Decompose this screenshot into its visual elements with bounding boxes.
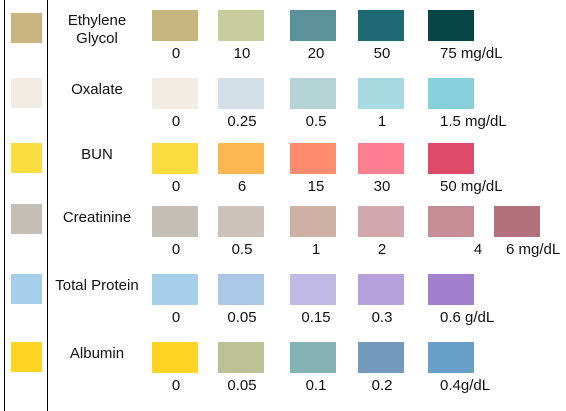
color-swatch bbox=[358, 274, 404, 305]
concentration-value: 6 mg/dL bbox=[506, 241, 561, 258]
concentration-value: 0.1 bbox=[305, 377, 327, 394]
concentration-value: 0.25 bbox=[227, 113, 257, 130]
concentration-value: 0.3 bbox=[371, 309, 393, 326]
color-swatch bbox=[152, 10, 198, 41]
concentration-value: 0.5 bbox=[305, 113, 327, 130]
color-swatch bbox=[428, 342, 474, 373]
concentration-value: 0 bbox=[171, 45, 181, 62]
analyte-label: BUN bbox=[81, 146, 113, 163]
color-swatch bbox=[428, 274, 474, 305]
row-total-protein: Total Protein 0 0.05 0.15 0.3 0.6 g/dL bbox=[0, 264, 566, 334]
color-swatch bbox=[358, 143, 404, 174]
color-swatch bbox=[290, 206, 336, 237]
concentration-value: 6 bbox=[237, 178, 247, 195]
concentration-value: 1 bbox=[311, 241, 321, 258]
color-swatch bbox=[218, 274, 264, 305]
concentration-value: 0.4g/dL bbox=[440, 377, 491, 394]
row-ethylene-glycol: Ethylene Glycol 0 10 20 50 75 mg/dL bbox=[0, 0, 566, 70]
color-swatch bbox=[358, 78, 404, 109]
color-swatch bbox=[290, 10, 336, 41]
color-swatch bbox=[218, 342, 264, 373]
concentration-value: 0.6 g/dL bbox=[440, 309, 495, 326]
color-swatch bbox=[290, 274, 336, 305]
concentration-value: 30 bbox=[373, 178, 391, 195]
color-swatch bbox=[358, 206, 404, 237]
color-swatch bbox=[358, 10, 404, 41]
color-swatch bbox=[290, 143, 336, 174]
analyte-label: Albumin bbox=[69, 345, 125, 362]
concentration-value: 0 bbox=[171, 377, 181, 394]
concentration-value: 0 bbox=[171, 309, 181, 326]
concentration-value: 0.05 bbox=[227, 309, 257, 326]
concentration-value: 1 bbox=[377, 113, 387, 130]
analyte-label: Oxalate bbox=[71, 81, 123, 98]
color-swatch bbox=[290, 342, 336, 373]
concentration-value: 75 mg/dL bbox=[440, 45, 503, 62]
concentration-value: 20 bbox=[307, 45, 325, 62]
strip-pad-albumin bbox=[11, 342, 42, 372]
concentration-value: 2 bbox=[377, 241, 387, 258]
concentration-value: 0 bbox=[171, 178, 181, 195]
color-swatch bbox=[218, 143, 264, 174]
row-bun: BUN 0 6 15 30 50 mg/dL bbox=[0, 133, 566, 203]
concentration-value: 0.5 bbox=[231, 241, 253, 258]
concentration-value: 0.2 bbox=[371, 377, 393, 394]
color-swatch bbox=[152, 342, 198, 373]
color-swatch bbox=[152, 206, 198, 237]
row-creatinine: Creatinine 0 0.5 1 2 4 6 mg/dL bbox=[0, 196, 566, 266]
strip-pad-bun bbox=[11, 143, 42, 173]
color-swatch bbox=[218, 10, 264, 41]
color-swatch bbox=[152, 78, 198, 109]
test-strip bbox=[4, 0, 48, 411]
color-swatch bbox=[428, 10, 474, 41]
strip-pad-ethylene-glycol bbox=[11, 13, 42, 43]
color-swatch bbox=[290, 78, 336, 109]
concentration-value: 4 bbox=[473, 241, 483, 258]
concentration-value: 0 bbox=[171, 241, 181, 258]
strip-pad-creatinine bbox=[11, 204, 42, 234]
color-swatch bbox=[358, 342, 404, 373]
color-swatch bbox=[428, 143, 474, 174]
color-swatch bbox=[152, 143, 198, 174]
color-swatch bbox=[152, 274, 198, 305]
row-albumin: Albumin 0 0.05 0.1 0.2 0.4g/dL bbox=[0, 332, 566, 402]
color-swatch bbox=[428, 78, 474, 109]
color-swatch bbox=[428, 206, 474, 237]
concentration-value: 0.05 bbox=[227, 377, 257, 394]
row-oxalate: Oxalate 0 0.25 0.5 1 1.5 mg/dL bbox=[0, 68, 566, 138]
color-swatch bbox=[218, 206, 264, 237]
analyte-label: Creatinine bbox=[62, 209, 132, 226]
concentration-value: 50 bbox=[373, 45, 391, 62]
color-swatch bbox=[494, 206, 540, 237]
strip-pad-total-protein bbox=[11, 274, 42, 304]
concentration-value: 50 mg/dL bbox=[440, 178, 503, 195]
analyte-label: Ethylene Glycol bbox=[67, 12, 127, 47]
concentration-value: 10 bbox=[233, 45, 251, 62]
concentration-value: 0.15 bbox=[301, 309, 331, 326]
color-swatch bbox=[218, 78, 264, 109]
strip-pad-oxalate bbox=[11, 78, 42, 108]
analyte-label: Total Protein bbox=[55, 277, 139, 294]
concentration-value: 0 bbox=[171, 113, 181, 130]
concentration-value: 1.5 mg/dL bbox=[440, 113, 507, 130]
concentration-value: 15 bbox=[307, 178, 325, 195]
